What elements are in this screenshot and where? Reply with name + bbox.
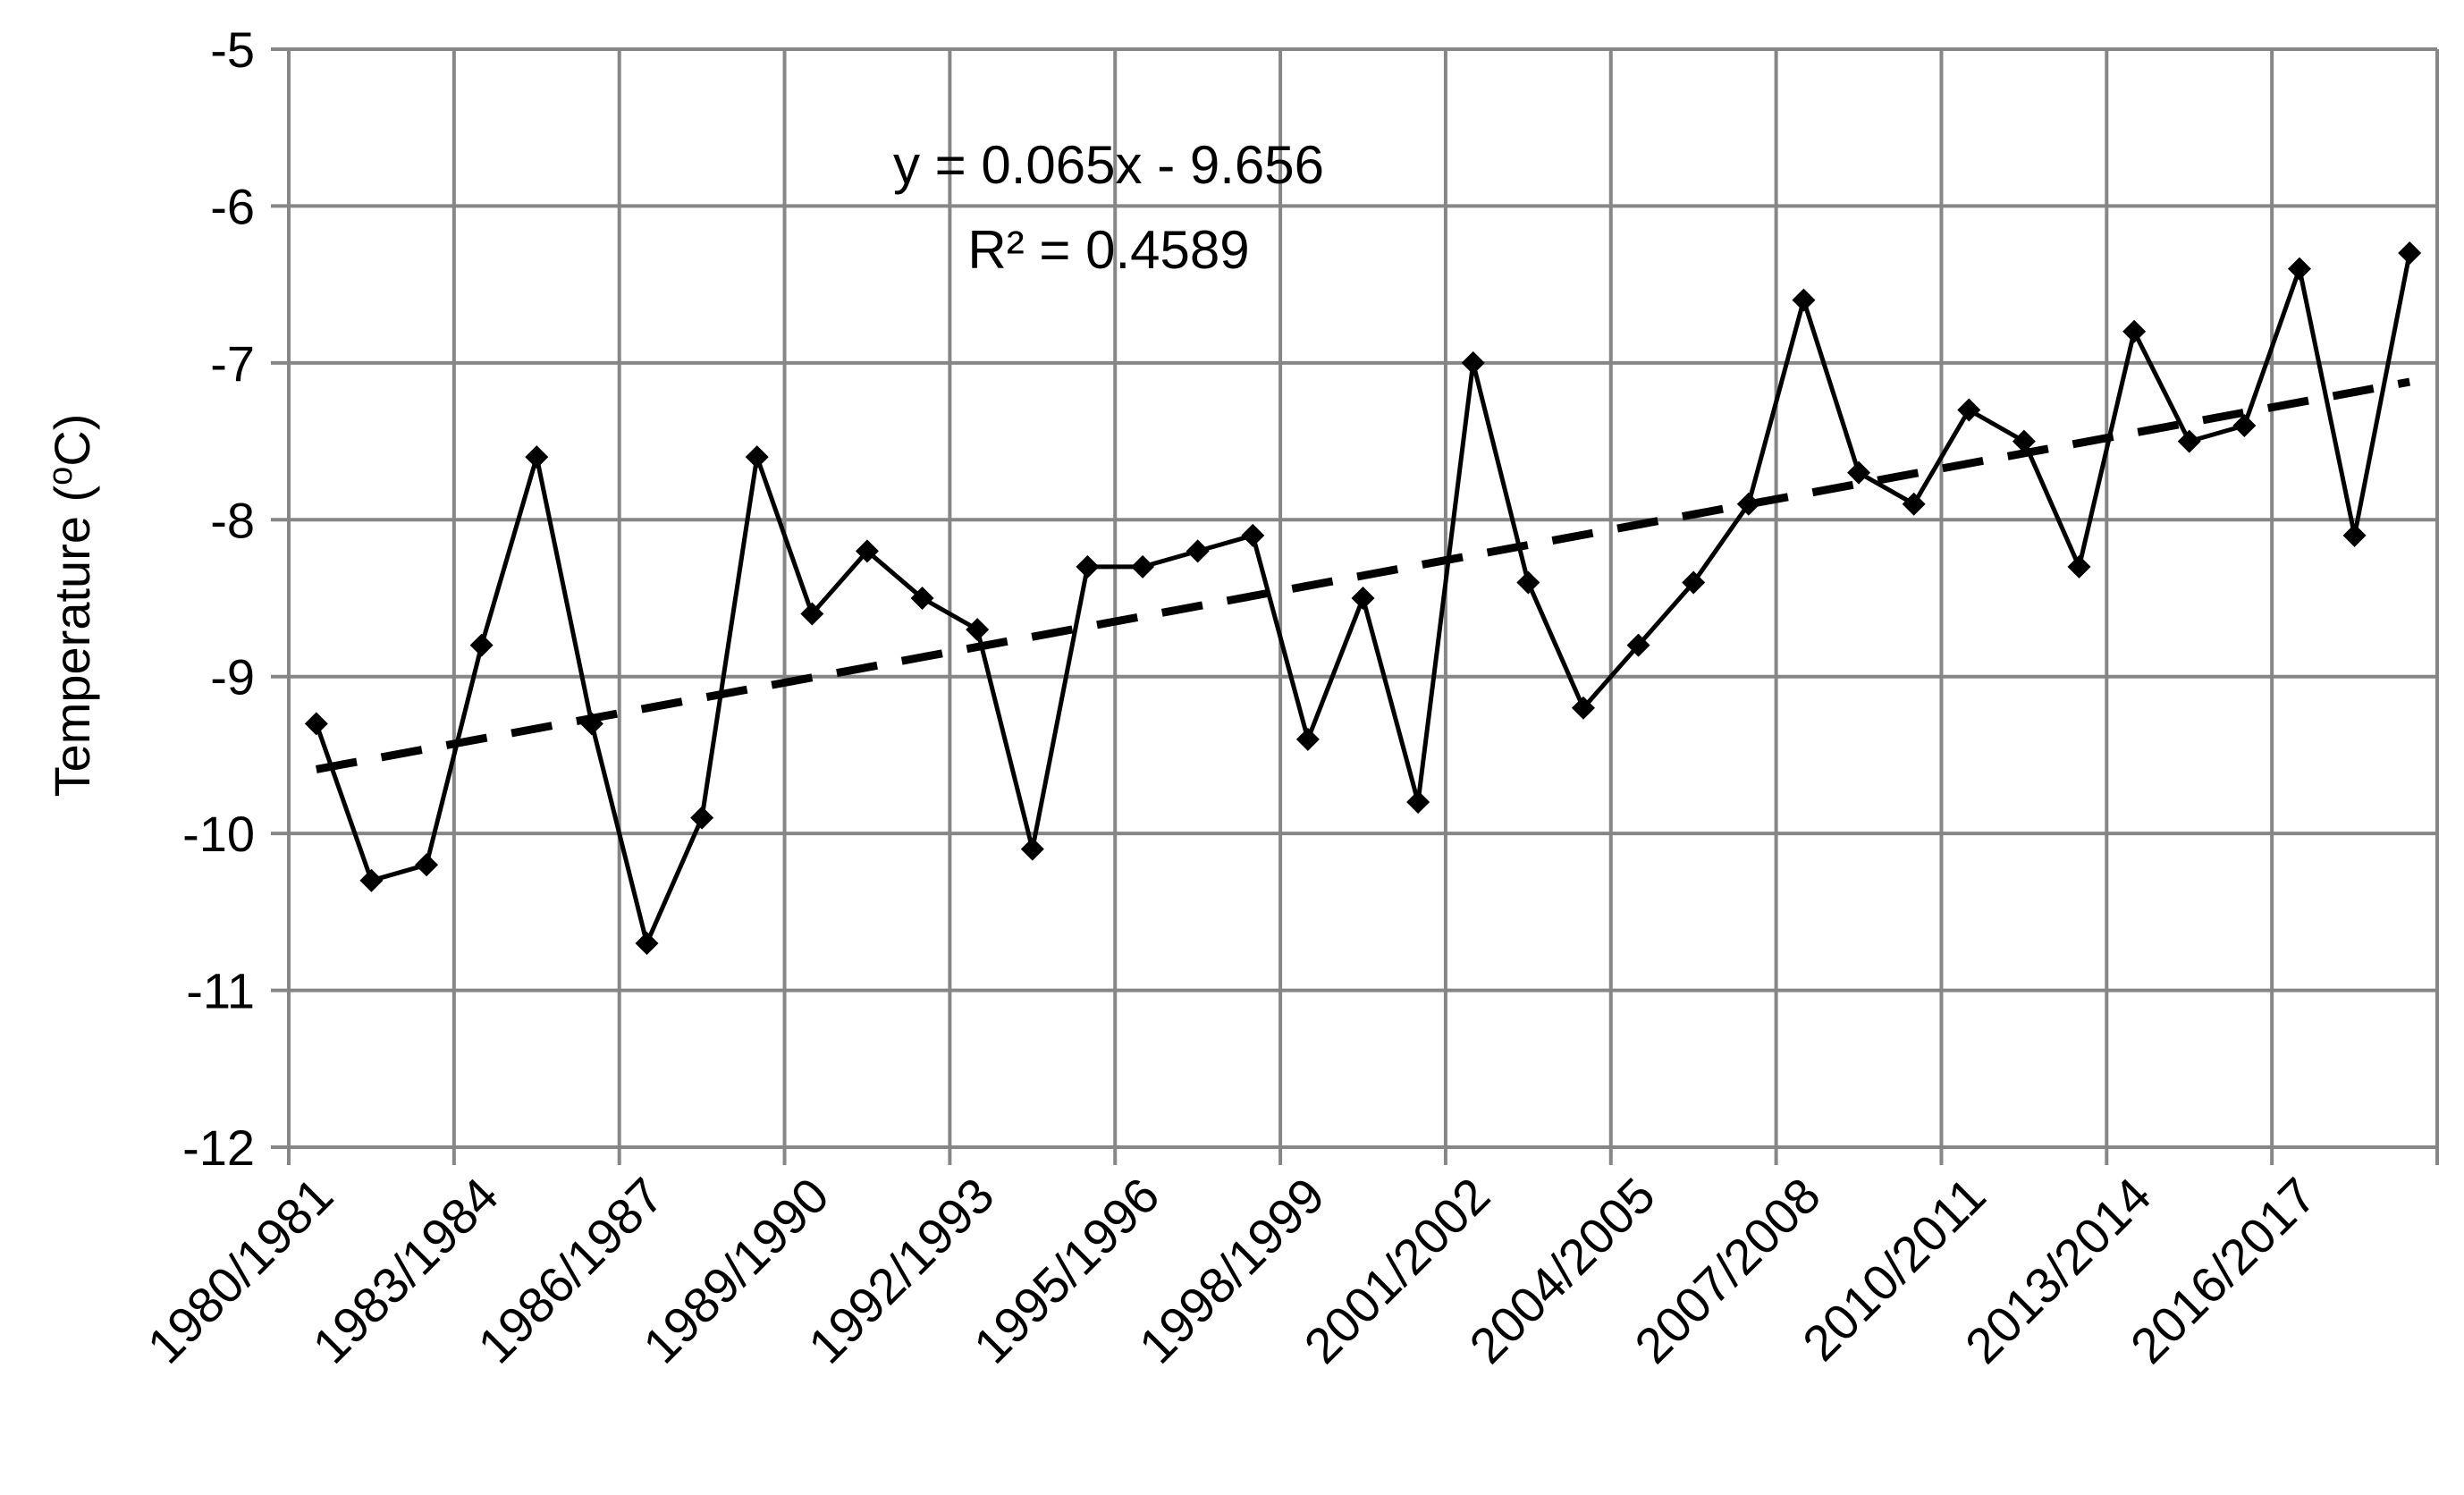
data-point: [1020, 837, 1044, 861]
y-tick-label: -12: [182, 1119, 255, 1176]
data-point: [855, 539, 879, 563]
data-point: [359, 868, 384, 892]
trendline-dashed: [315, 377, 2411, 773]
data-point: [1295, 727, 1320, 751]
data-point: [910, 587, 934, 610]
y-tick-label: -11: [186, 963, 255, 1019]
data-point: [1406, 790, 1430, 815]
y-tick-label: -7: [210, 335, 255, 392]
y-axis-title-main: Temperature (: [44, 485, 100, 797]
data-point: [1571, 696, 1595, 720]
data-point: [2067, 554, 2091, 579]
gridlines: [289, 47, 2439, 1149]
data-point: [745, 445, 769, 469]
x-tick-labels: 1980/19811983/19841986/19871989/19901992…: [137, 1167, 2327, 1374]
data-point: [1076, 554, 1100, 579]
data-point: [1792, 288, 1816, 312]
y-tick-label: -5: [210, 21, 255, 78]
data-point: [1241, 523, 1265, 547]
data-point: [2177, 429, 2201, 453]
trendline-r-squared: R² = 0.4589: [967, 220, 1249, 280]
data-point: [1736, 492, 1760, 516]
data-point: [2342, 523, 2367, 547]
y-axis-title-end: C): [44, 414, 100, 467]
data-point: [2012, 429, 2036, 453]
data-point: [690, 806, 714, 830]
y-axis-title: Temperature (oC): [42, 414, 100, 798]
data-point: [304, 712, 328, 736]
data-point: [1957, 398, 1981, 422]
data-point: [1626, 633, 1650, 657]
y-axis-title-superscript: o: [42, 467, 80, 486]
data-point: [966, 618, 990, 642]
data-point: [2287, 257, 2311, 281]
data-point: [1131, 554, 1155, 579]
data-point: [469, 633, 494, 657]
y-tick-label: -6: [210, 178, 255, 234]
data-point: [1186, 539, 1210, 563]
data-point: [1461, 351, 1485, 375]
data-point: [1351, 587, 1375, 610]
data-point: [2122, 319, 2147, 343]
data-point: [1847, 460, 1871, 485]
y-tick-labels: -12 -11 -10 -9 -8 -7 -6 -5: [182, 21, 255, 1176]
data-markers: [304, 241, 2422, 955]
trendline: [315, 377, 2411, 773]
axes: [271, 47, 2439, 1165]
y-tick-label: -8: [210, 492, 255, 548]
data-point: [635, 931, 659, 955]
data-point: [2232, 414, 2257, 438]
trendline-equation: y = 0.065x - 9.656: [893, 135, 1324, 195]
y-tick-label: -9: [210, 649, 255, 705]
data-point: [800, 602, 824, 626]
data-point: [1902, 492, 1926, 516]
y-tick-label: -10: [182, 806, 255, 862]
data-point: [579, 712, 603, 736]
data-point: [415, 853, 439, 877]
data-point: [1682, 570, 1706, 595]
data-point: [525, 445, 549, 469]
data-point: [2398, 241, 2422, 266]
data-point: [1516, 570, 1540, 595]
